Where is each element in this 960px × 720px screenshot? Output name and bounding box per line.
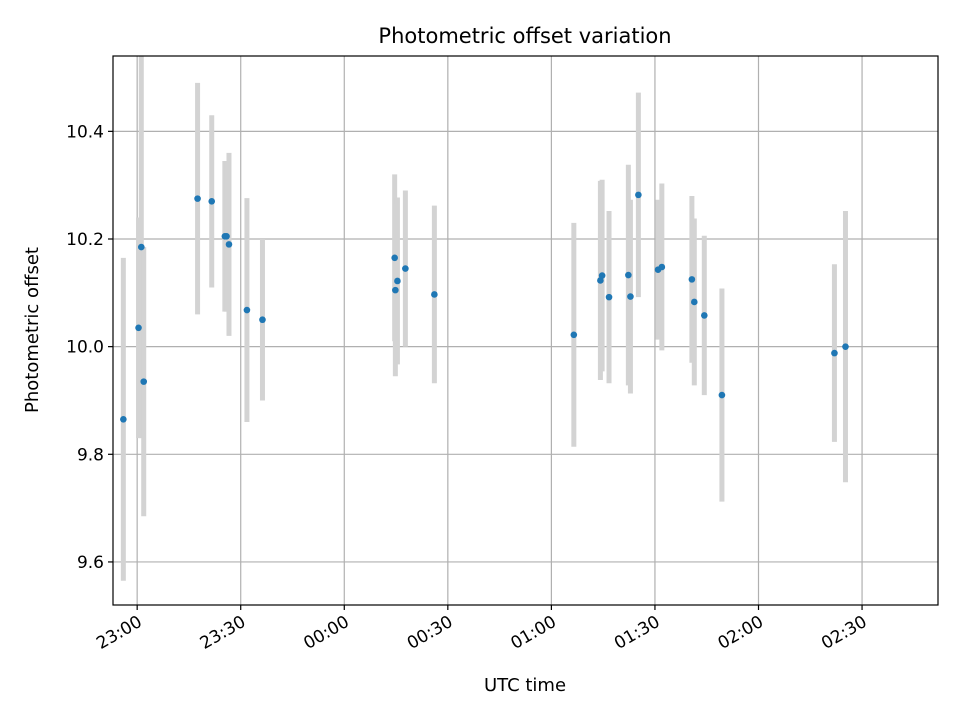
data-point bbox=[120, 416, 127, 423]
data-point bbox=[605, 293, 613, 301]
data-point bbox=[194, 195, 201, 202]
data-points bbox=[120, 191, 849, 423]
data-point bbox=[135, 324, 142, 332]
data-point bbox=[402, 265, 409, 272]
data-point bbox=[718, 391, 726, 399]
data-point bbox=[690, 298, 698, 306]
data-point bbox=[223, 233, 230, 240]
y-tick-label: 9.6 bbox=[77, 553, 104, 573]
data-point bbox=[688, 276, 696, 283]
data-point bbox=[570, 331, 578, 339]
data-point bbox=[391, 254, 398, 262]
data-point bbox=[208, 198, 216, 205]
chart-title: Photometric offset variation bbox=[378, 24, 671, 48]
data-point bbox=[598, 272, 606, 279]
y-axis-label: Photometric offset bbox=[22, 247, 43, 413]
grid bbox=[113, 56, 938, 605]
y-tick-label: 10.0 bbox=[66, 338, 104, 358]
data-point bbox=[635, 191, 642, 199]
y-tick-label: 10.2 bbox=[66, 230, 104, 250]
y-axis-ticks: 9.6 9.8 10.0 10.2 10.4 bbox=[66, 122, 113, 573]
data-point bbox=[842, 343, 849, 350]
x-axis-label: UTC time bbox=[484, 675, 566, 696]
data-point bbox=[138, 243, 145, 251]
data-point bbox=[140, 378, 148, 385]
data-point bbox=[627, 293, 634, 300]
data-point bbox=[658, 263, 666, 271]
data-point bbox=[625, 271, 632, 279]
plot-frame bbox=[112, 55, 939, 606]
data-point bbox=[701, 312, 708, 319]
data-point bbox=[394, 277, 401, 285]
data-point bbox=[431, 291, 438, 298]
data-point bbox=[243, 306, 251, 314]
y-tick-label: 10.4 bbox=[66, 122, 104, 142]
data-point bbox=[259, 316, 266, 324]
data-point bbox=[831, 349, 838, 357]
data-point bbox=[225, 241, 233, 248]
y-tick-label: 9.8 bbox=[77, 445, 104, 465]
data-point bbox=[392, 286, 399, 294]
